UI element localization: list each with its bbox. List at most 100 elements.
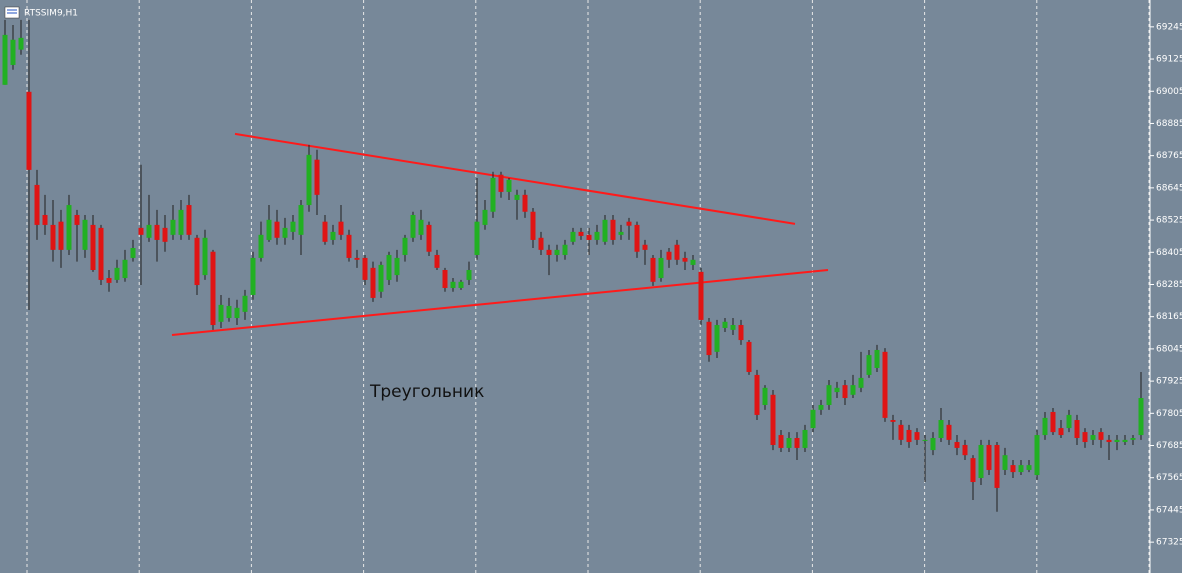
candle-body bbox=[234, 307, 240, 319]
candle-body bbox=[74, 214, 80, 225]
trendline-layer bbox=[171, 132, 829, 336]
candle-body bbox=[970, 458, 976, 483]
candle-body bbox=[738, 325, 744, 341]
candle-body bbox=[106, 278, 112, 283]
candle-body bbox=[1018, 465, 1024, 473]
y-tick-label: 68405 bbox=[1156, 248, 1182, 258]
candle-body bbox=[634, 224, 640, 252]
candle-body bbox=[130, 247, 136, 258]
candle-body bbox=[922, 439, 928, 441]
y-tick-label: 68525 bbox=[1156, 216, 1182, 226]
candle-body bbox=[322, 221, 328, 242]
candle-body bbox=[50, 224, 56, 250]
candle-body bbox=[82, 219, 88, 250]
y-tick-label: 68045 bbox=[1156, 344, 1182, 354]
candle-body bbox=[746, 341, 752, 372]
candle-body bbox=[274, 221, 280, 238]
candle-body bbox=[562, 244, 568, 255]
candle-body bbox=[650, 257, 656, 282]
candle-body bbox=[986, 444, 992, 470]
candle-body bbox=[442, 269, 448, 288]
candle-body bbox=[994, 444, 1000, 488]
candle-body bbox=[338, 221, 344, 235]
candle-body bbox=[170, 219, 176, 235]
candle-body bbox=[946, 424, 952, 440]
candle-body bbox=[658, 257, 664, 279]
candle-body bbox=[778, 435, 784, 448]
candle-body bbox=[434, 254, 440, 268]
candle-body bbox=[754, 374, 760, 415]
candle-body bbox=[218, 304, 224, 322]
candle-body bbox=[42, 214, 48, 225]
candle-body bbox=[762, 387, 768, 405]
candle-body bbox=[906, 429, 912, 443]
candle-body bbox=[386, 254, 392, 280]
candle-body bbox=[1002, 455, 1008, 470]
candle-body bbox=[138, 227, 144, 235]
candle-body bbox=[666, 251, 672, 260]
y-tick-label: 69245 bbox=[1156, 22, 1182, 32]
candle-body bbox=[242, 295, 248, 312]
candle-body bbox=[914, 432, 920, 440]
candle-body bbox=[258, 234, 264, 258]
candle-body bbox=[722, 321, 728, 328]
candle-body bbox=[546, 249, 552, 255]
candle-body bbox=[674, 244, 680, 260]
candle-body bbox=[858, 377, 864, 388]
candle-body bbox=[354, 257, 360, 260]
candle-body bbox=[1130, 438, 1136, 440]
candle-body bbox=[842, 385, 848, 399]
candle-body bbox=[474, 221, 480, 255]
candle-body bbox=[1042, 417, 1048, 436]
price-axis: 69245 69125 69005 68885 68765 68645 68525 68405… bbox=[1150, 22, 1182, 548]
candle-body bbox=[370, 267, 376, 298]
candle-body bbox=[66, 205, 72, 250]
candle-body bbox=[26, 91, 32, 170]
candle-body bbox=[642, 244, 648, 250]
candle-body bbox=[58, 221, 64, 250]
candle-body bbox=[314, 159, 320, 195]
chart-title: RTSSIM9,H1 bbox=[24, 9, 78, 19]
candle-body bbox=[706, 321, 712, 356]
candle-body bbox=[930, 438, 936, 451]
candle-body bbox=[610, 219, 616, 240]
y-tick-label: 67325 bbox=[1156, 538, 1182, 548]
candle-body bbox=[410, 214, 416, 238]
candle-body bbox=[978, 444, 984, 478]
y-tick-label: 68765 bbox=[1156, 151, 1182, 161]
y-tick-label: 68285 bbox=[1156, 280, 1182, 290]
y-tick-label: 68165 bbox=[1156, 312, 1182, 322]
candle-body bbox=[90, 224, 96, 270]
candle-body bbox=[162, 227, 168, 242]
candle-body bbox=[1138, 398, 1144, 436]
y-tick-label: 67685 bbox=[1156, 441, 1182, 451]
candle-body bbox=[1026, 465, 1032, 470]
trendline bbox=[234, 132, 796, 225]
candle-body bbox=[1090, 435, 1096, 440]
candle-body bbox=[1098, 432, 1104, 440]
candle-body bbox=[290, 221, 296, 232]
candle-body bbox=[954, 442, 960, 448]
candle-body bbox=[114, 267, 120, 280]
annotation: Треугольник bbox=[369, 382, 484, 402]
candle-body bbox=[882, 351, 888, 418]
candle-body bbox=[306, 154, 312, 206]
candle-body bbox=[1074, 420, 1080, 439]
candle-body bbox=[394, 257, 400, 276]
candle-body bbox=[594, 231, 600, 240]
candle-body bbox=[538, 237, 544, 250]
candle-body bbox=[514, 194, 520, 200]
candle-body bbox=[330, 231, 336, 240]
candle-body bbox=[586, 234, 592, 240]
candle-body bbox=[490, 177, 496, 212]
candle-body bbox=[34, 184, 40, 225]
candle-body bbox=[250, 257, 256, 295]
candle-body bbox=[698, 271, 704, 320]
candle-body bbox=[826, 385, 832, 405]
candle-body bbox=[810, 409, 816, 429]
candle-body bbox=[898, 424, 904, 440]
candle-body bbox=[1114, 439, 1120, 443]
candle-body bbox=[1066, 414, 1072, 429]
candle-body bbox=[578, 231, 584, 236]
candle-body bbox=[802, 429, 808, 448]
